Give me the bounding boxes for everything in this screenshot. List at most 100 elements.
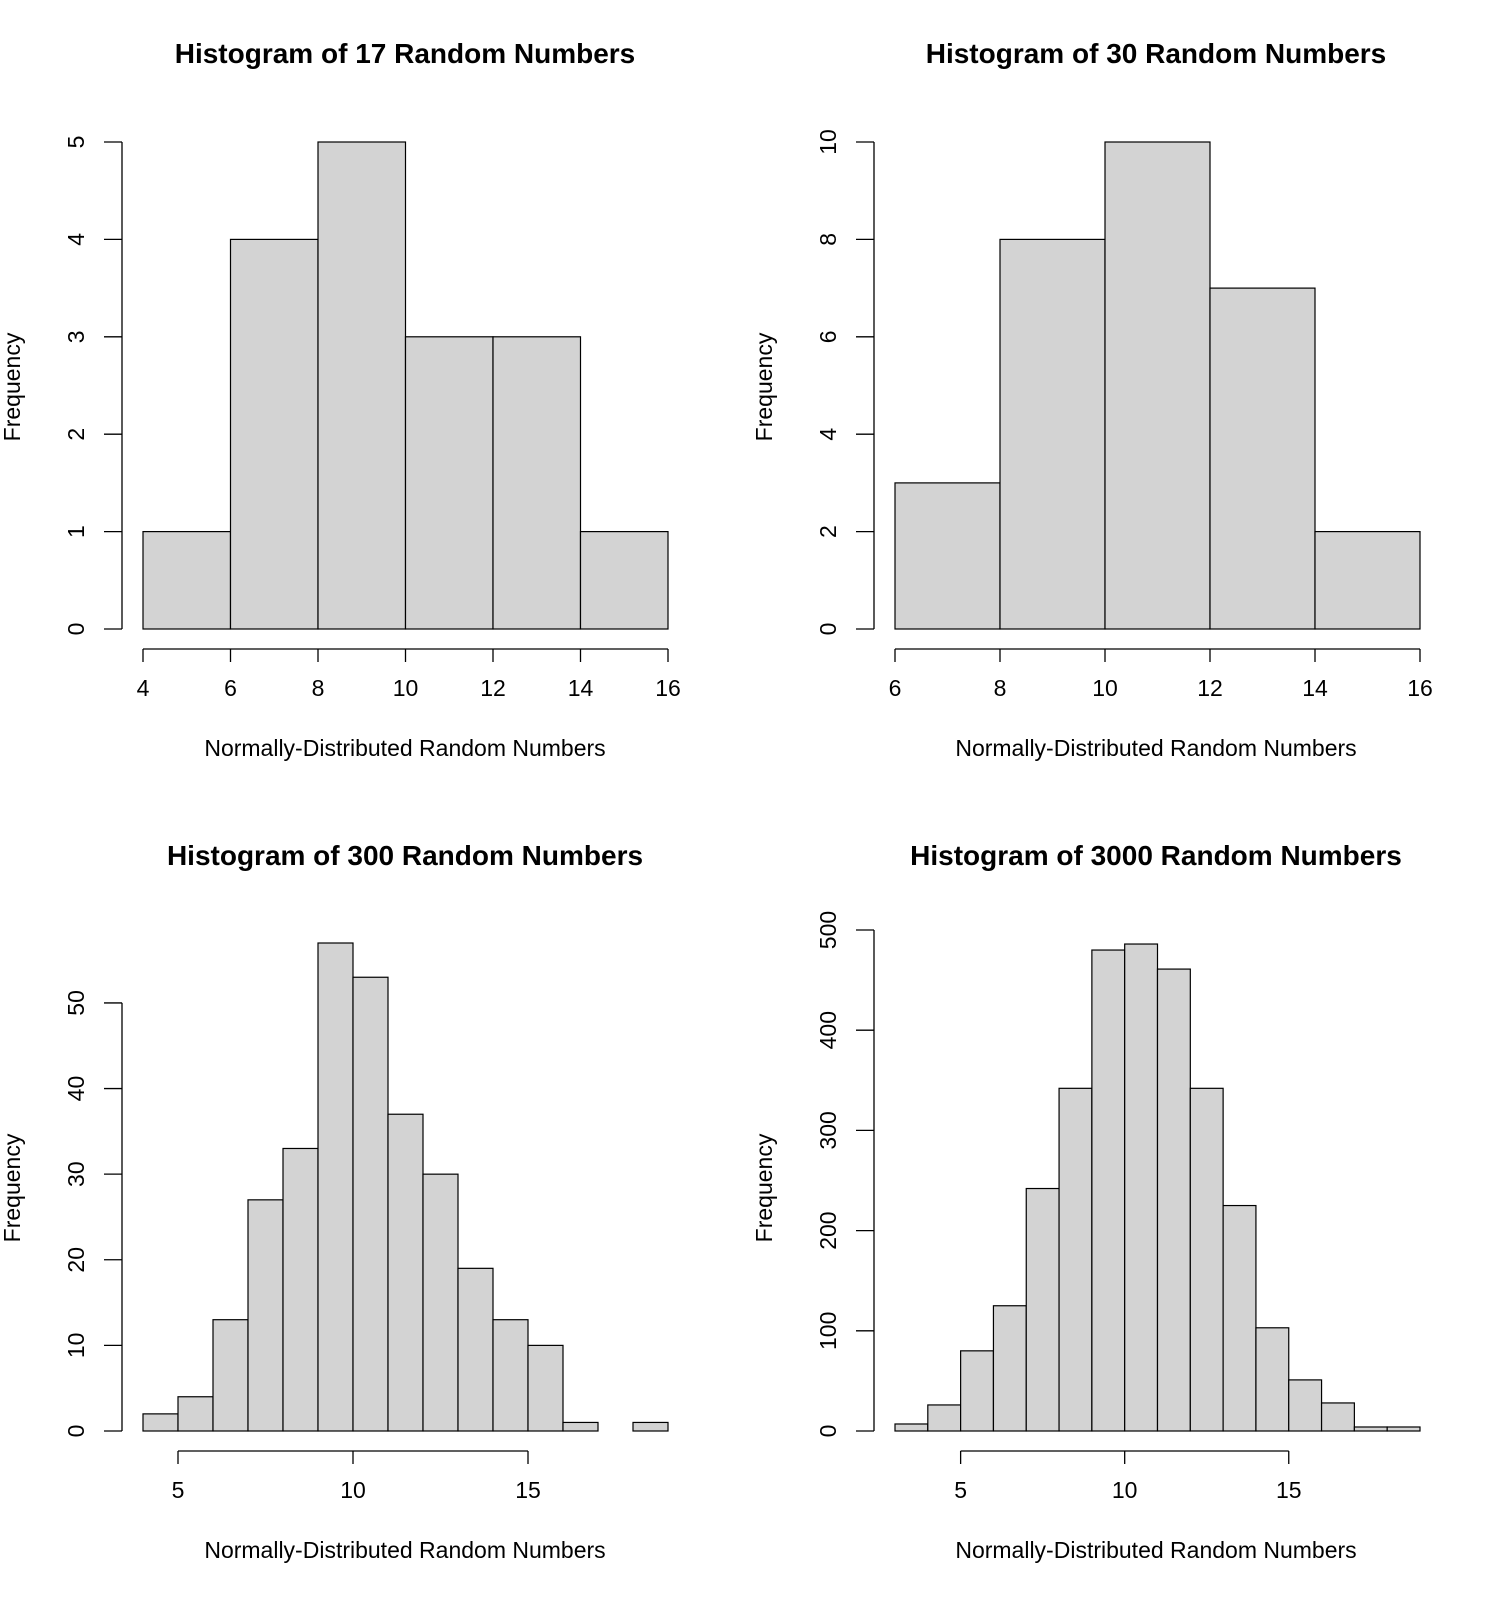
histogram-bar [1025,1187,1060,1432]
histogram-bar [247,1199,284,1432]
x-tick-label: 15 [1276,1477,1302,1503]
y-axis-label: Frequency [0,332,25,441]
y-tick-label: 0 [815,623,841,636]
x-tick-label: 14 [568,675,594,701]
histogram-bar [1314,530,1421,630]
x-tick-label: 12 [480,675,506,701]
histogram-bar [579,530,669,630]
histogram-bar [1124,943,1159,1432]
x-tick-label: 8 [994,675,1007,701]
histogram-panel-2: Histogram of 30 Random Numbers 0 2 4 6 8 10 6 8 1… [751,38,1433,761]
y-tick-label: 300 [815,1111,841,1149]
x-tick-label: 12 [1197,675,1223,701]
histogram-bar [1288,1379,1323,1432]
y-tick-label: 1 [63,525,89,538]
histogram-bar [177,1396,214,1432]
x-tick-label: 14 [1302,675,1328,701]
histogram-panel-3: Histogram of 300 Random Numbers 0 10 20 30 40… [0,840,669,1563]
histogram-panel-4: Histogram of 3000 Random Numbers 0 100 200 3… [751,840,1421,1563]
y-tick-label: 2 [63,428,89,441]
histogram-bar [927,1404,962,1432]
x-tick-label: 10 [1092,675,1118,701]
histogram-bar [387,1113,424,1432]
histogram-bar [527,1344,564,1432]
histogram-bar [317,942,354,1432]
x-tick-label: 15 [515,1477,541,1503]
y-tick-label: 10 [815,129,841,155]
histogram-bar [1222,1204,1257,1432]
x-tick-label: 10 [340,1477,366,1503]
x-tick-label: 5 [954,1477,967,1503]
histogram-bar [1353,1426,1388,1432]
histogram-bar [562,1421,599,1432]
chart-title: Histogram of 30 Random Numbers [926,38,1387,69]
y-tick-label: 0 [63,623,89,636]
x-axis-label: Normally-Distributed Random Numbers [955,735,1356,761]
histogram-bar [999,238,1106,630]
histogram-bar [960,1350,995,1432]
y-axis-label: Frequency [751,332,777,441]
histogram-bar [492,1319,529,1432]
y-tick-label: 20 [63,1247,89,1273]
x-tick-label: 10 [393,675,419,701]
y-tick-label: 50 [63,990,89,1016]
x-tick-label: 6 [889,675,902,701]
y-axis-label: Frequency [751,1133,777,1242]
histogram-bar [1058,1087,1093,1432]
y-tick-label: 5 [63,136,89,149]
y-tick-label: 10 [63,1333,89,1359]
y-tick-label: 8 [815,233,841,246]
histogram-bar [142,530,232,630]
histogram-bar [1209,287,1316,630]
x-tick-label: 10 [1112,1477,1138,1503]
histogram-bar [404,336,494,630]
histogram-bar [1189,1087,1224,1432]
histogram-bar [229,238,319,630]
histogram-bar [142,1413,179,1432]
y-tick-label: 100 [815,1312,841,1350]
histogram-bar [1091,949,1126,1432]
histogram-bar [352,976,389,1432]
y-tick-label: 2 [815,525,841,538]
chart-title: Histogram of 3000 Random Numbers [910,840,1402,871]
histogram-bar [1104,141,1211,630]
histogram-bar [282,1147,319,1432]
y-tick-label: 400 [815,1011,841,1049]
histogram-bar [894,482,1001,630]
y-tick-label: 3 [63,330,89,343]
y-tick-label: 40 [63,1076,89,1102]
x-axis-label: Normally-Distributed Random Numbers [204,735,605,761]
x-axis-label: Normally-Distributed Random Numbers [955,1537,1356,1563]
y-tick-label: 0 [63,1425,89,1438]
x-tick-label: 8 [312,675,325,701]
y-tick-label: 200 [815,1211,841,1249]
y-tick-label: 4 [815,428,841,441]
x-tick-label: 6 [224,675,237,701]
histogram-bar [422,1173,459,1432]
chart-title: Histogram of 300 Random Numbers [167,840,643,871]
histogram-bar [457,1267,494,1432]
x-axis-label: Normally-Distributed Random Numbers [204,1537,605,1563]
y-tick-label: 6 [815,330,841,343]
y-tick-label: 4 [63,233,89,246]
y-tick-label: 500 [815,911,841,949]
y-tick-label: 30 [63,1161,89,1187]
histogram-bar [632,1421,669,1432]
histogram-bar [1156,968,1191,1432]
histogram-bar [317,141,407,630]
histogram-bar [212,1319,249,1432]
x-tick-label: 4 [137,675,150,701]
x-tick-label: 16 [655,675,681,701]
chart-title: Histogram of 17 Random Numbers [175,38,636,69]
histogram-bar [1320,1402,1355,1432]
histogram-bar [1386,1426,1421,1432]
x-tick-label: 16 [1407,675,1433,701]
y-tick-label: 0 [815,1425,841,1438]
histogram-bar [894,1423,929,1432]
histogram-bar [492,336,582,630]
histogram-bar [1255,1327,1290,1432]
y-axis-label: Frequency [0,1133,25,1242]
